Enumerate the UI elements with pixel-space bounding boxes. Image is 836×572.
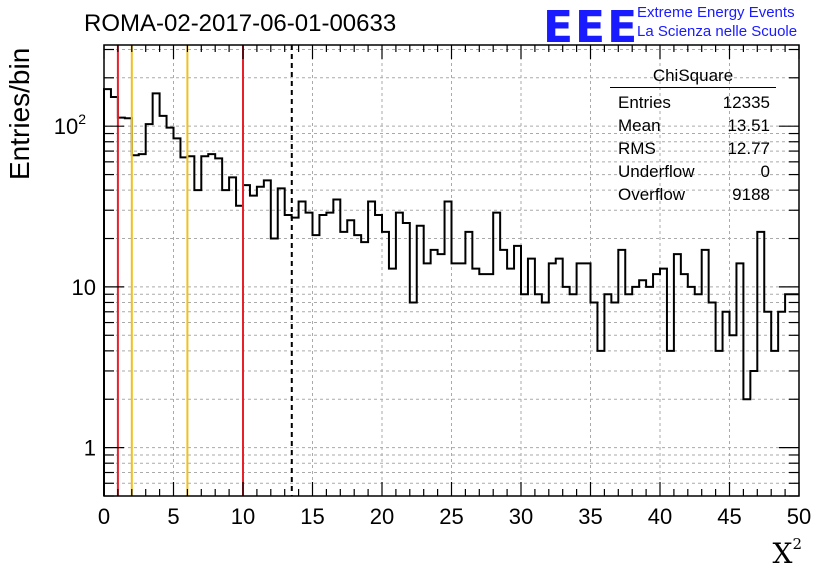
x-tick-label: 45 [717,504,741,529]
y-tick-label: 10 [72,275,96,300]
x-tick-label: 0 [98,504,110,529]
histogram-series [103,88,799,496]
stat-value: 12335 [722,93,770,112]
logo-text-line2: La Scienza nelle Scuole [637,23,798,40]
stat-label: RMS [618,139,656,158]
x-axis-label: X2 [773,535,802,570]
x-tick-label: 5 [167,504,179,529]
stat-value: 0 [760,162,770,181]
y-tick-label: 102 [54,111,86,139]
x-tick-label: 50 [787,504,811,529]
stat-row-overflow: Overflow 9188 [610,183,776,206]
stat-label: Entries [618,93,671,112]
stat-row-underflow: Underflow 0 [610,160,776,183]
stat-value: 9188 [732,185,770,204]
x-axis-label-superscript: 2 [792,535,802,553]
x-tick-label: 10 [231,504,255,529]
stats-box-title: ChiSquare [610,66,776,88]
logo-text-line1: Extreme Energy Events [637,4,795,21]
x-tick-label: 35 [578,504,602,529]
stat-label: Mean [618,116,661,135]
x-tick-label: 30 [509,504,533,529]
stat-value: 13.51 [727,116,770,135]
stat-label: Overflow [618,185,686,204]
x-tick-label: 20 [370,504,394,529]
stats-box: ChiSquare Entries 12335 Mean 13.51 RMS 1… [610,66,776,206]
x-axis-label-text: X [772,537,793,570]
x-tick-label: 40 [648,504,672,529]
stat-row-entries: Entries 12335 [610,91,776,114]
x-tick-label: 15 [300,504,324,529]
stat-value: 12.77 [727,139,770,158]
stat-label: Underflow [618,162,695,181]
chart-title: ROMA-02-2017-06-01-00633 [84,10,397,37]
stat-row-mean: Mean 13.51 [610,114,776,137]
x-tick-label: 25 [439,504,463,529]
y-tick-label: 1 [84,436,96,461]
stat-row-rms: RMS 12.77 [610,137,776,160]
